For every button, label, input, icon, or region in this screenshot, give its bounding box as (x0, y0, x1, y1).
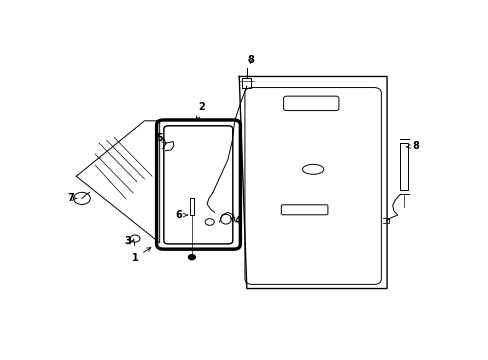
Text: 8: 8 (406, 141, 418, 151)
Text: 7: 7 (67, 193, 77, 203)
Circle shape (188, 255, 195, 260)
Text: 8: 8 (246, 55, 254, 65)
Text: 5: 5 (156, 133, 165, 143)
Text: 4: 4 (230, 216, 242, 226)
Text: 3: 3 (124, 237, 131, 246)
Text: 6: 6 (175, 210, 187, 220)
Text: 2: 2 (196, 102, 204, 120)
Text: 1: 1 (131, 248, 151, 263)
